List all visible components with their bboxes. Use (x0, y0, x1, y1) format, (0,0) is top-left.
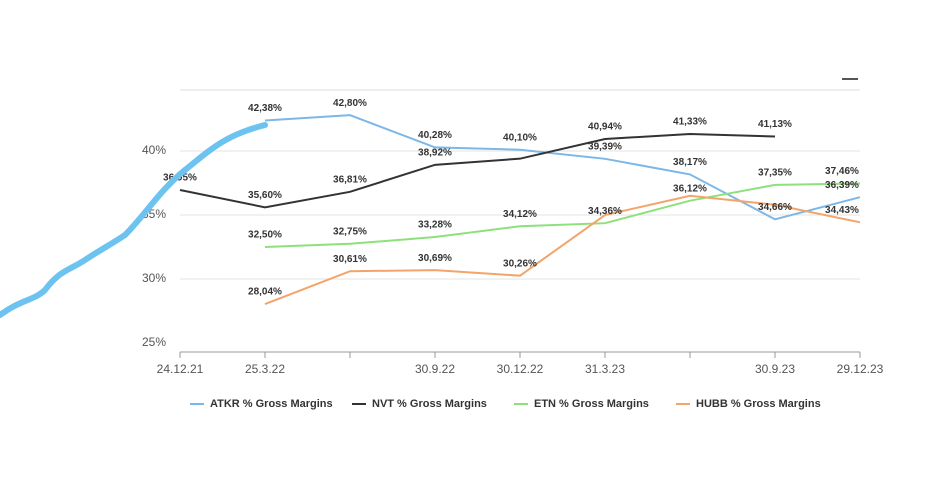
y-tick-label: 40% (142, 143, 166, 157)
x-tick-label: 30.12.22 (497, 362, 544, 376)
series-line (264, 182, 861, 248)
data-label: 37,46% (825, 166, 859, 177)
data-label: 34,43% (825, 205, 859, 216)
data-label: 36,81% (333, 174, 367, 185)
legend-label: ETN % Gross Margins (534, 398, 649, 410)
series-line (264, 194, 861, 306)
data-label: 33,28% (418, 220, 452, 231)
legend-label: NVT % Gross Margins (372, 398, 487, 410)
series-line (179, 132, 776, 209)
data-label: 40,28% (418, 130, 452, 141)
data-label: 32,50% (248, 230, 282, 241)
data-label: 28,04% (248, 287, 282, 298)
data-label: 32,75% (333, 226, 367, 237)
data-label: 30,69% (418, 253, 452, 264)
x-tick-label: 30.9.22 (415, 362, 455, 376)
data-label: 36,12% (673, 183, 707, 194)
data-label: 35,60% (248, 190, 282, 201)
data-label: 38,92% (418, 147, 452, 158)
y-tick-label: 30% (142, 271, 166, 285)
x-tick-label: 25.3.22 (245, 362, 285, 376)
legend-label: HUBB % Gross Margins (696, 398, 821, 410)
data-label: 42,38% (248, 103, 282, 114)
data-label: 37,35% (758, 168, 792, 179)
legend-label: ATKR % Gross Margins (210, 398, 333, 410)
x-tick-label: 31.3.23 (585, 362, 625, 376)
annotation-stroke (0, 122, 268, 318)
data-label: 40,10% (503, 132, 537, 143)
data-label: 36,39% (825, 180, 859, 191)
x-tick-label: 24.12.21 (157, 362, 204, 376)
x-tick-label: 29.12.23 (837, 362, 884, 376)
data-label: 40,94% (588, 122, 622, 133)
data-label: 30,26% (503, 258, 537, 269)
series-line (264, 114, 861, 221)
x-tick-label: 30.9.23 (755, 362, 795, 376)
data-label: 42,80% (333, 98, 367, 109)
data-label: 34,66% (758, 202, 792, 213)
data-label: 39,39% (588, 141, 622, 152)
data-label: 34,36% (588, 206, 622, 217)
data-label: 34,12% (503, 209, 537, 220)
data-label: 38,17% (673, 157, 707, 168)
data-label: 41,33% (673, 117, 707, 128)
data-label: 30,61% (333, 254, 367, 265)
y-tick-label: 25% (142, 335, 166, 349)
data-label: 41,13% (758, 119, 792, 130)
